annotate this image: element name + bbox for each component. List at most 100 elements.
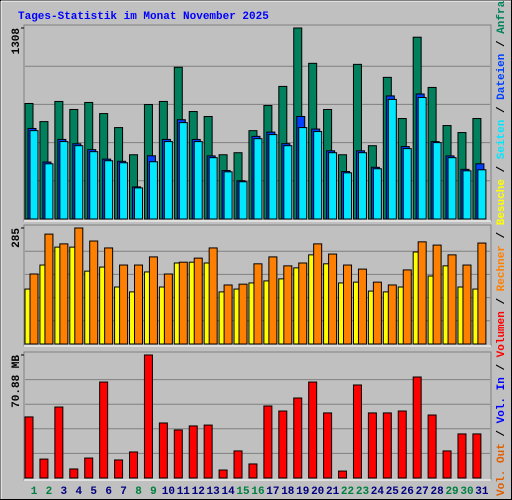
bar (29, 130, 39, 220)
bar (203, 424, 213, 479)
bar (233, 450, 243, 479)
bar (412, 376, 422, 479)
bar (402, 148, 412, 220)
x-tick-label: 28 (431, 486, 445, 498)
x-tick-label: 30 (460, 486, 473, 498)
x-tick-label: 17 (266, 486, 279, 498)
bar (119, 162, 129, 220)
bar (218, 469, 228, 479)
legend-entry: Seiten (496, 120, 508, 160)
bar (357, 152, 367, 220)
bar (427, 414, 437, 479)
bar (59, 141, 69, 220)
bar (462, 264, 472, 345)
x-tick-label: 6 (105, 486, 112, 498)
bar (382, 412, 392, 479)
x-tick-label: 1 (31, 486, 38, 498)
legend-separator: / (496, 357, 508, 377)
bar (338, 470, 348, 479)
bar (372, 168, 382, 220)
bar (298, 262, 308, 345)
bar (343, 264, 353, 345)
bar (208, 247, 218, 345)
x-tick-label: 25 (386, 486, 400, 498)
bar (208, 157, 218, 220)
bar (163, 141, 173, 220)
bar (104, 160, 114, 220)
bar (99, 381, 109, 479)
bar (89, 240, 99, 345)
x-tick-label: 18 (281, 486, 295, 498)
bar (432, 142, 442, 220)
bar (457, 433, 467, 479)
legend-entry: Volumen (496, 311, 508, 357)
x-tick-label: 13 (207, 486, 221, 498)
x-tick-label: 9 (150, 486, 157, 498)
bar (24, 416, 34, 479)
bar (74, 145, 84, 220)
bar (74, 227, 84, 345)
x-tick-label: 20 (311, 486, 324, 498)
bar (148, 161, 158, 220)
bar (59, 243, 69, 345)
legend-entry: Rechner (496, 245, 508, 291)
x-tick-label: 23 (356, 486, 370, 498)
bar (343, 172, 353, 220)
x-tick-label: 27 (416, 486, 429, 498)
bar (263, 405, 273, 479)
x-tick-label: 15 (236, 486, 250, 498)
x-tick-label: 7 (120, 486, 127, 498)
legend-entry: Vol. In (496, 377, 508, 423)
legend-entry: Vol. Out (496, 443, 508, 496)
x-tick-label: 16 (251, 486, 264, 498)
x-tick-label: 24 (371, 486, 385, 498)
bar (397, 410, 407, 479)
bar (39, 458, 49, 479)
bar (328, 253, 338, 345)
bar (298, 127, 308, 220)
legend-entry: Anfragen (496, 0, 508, 34)
bar (268, 256, 278, 345)
bar (84, 457, 94, 479)
bar (44, 163, 54, 220)
bar (143, 354, 153, 479)
x-tick-label: 29 (445, 486, 458, 498)
bar (283, 145, 293, 220)
bar (477, 242, 487, 345)
y-tick-label: 285 (11, 228, 23, 248)
bar (223, 284, 233, 345)
bar (193, 141, 203, 220)
legend-separator: / (496, 100, 508, 120)
bar (158, 422, 168, 479)
bar (268, 134, 278, 220)
bar (119, 264, 129, 345)
bar (367, 412, 377, 479)
bar (308, 381, 318, 479)
bar (417, 97, 427, 220)
x-tick-label: 12 (192, 486, 205, 498)
x-tick-label: 26 (401, 486, 414, 498)
x-tick-label: 11 (177, 486, 191, 498)
chart-title: Tages-Statistik im Monat November 2025 (18, 11, 269, 23)
x-tick-label: 8 (135, 486, 142, 498)
x-tick-label: 2 (46, 486, 53, 498)
legend: Vol. Out / Vol. In / Volumen / Rechner /… (496, 0, 508, 496)
x-tick-label: 22 (341, 486, 354, 498)
legend-separator: / (496, 159, 508, 179)
bar (462, 170, 472, 220)
bar (89, 151, 99, 220)
legend-entry: Besuche (496, 179, 508, 226)
bar (323, 412, 333, 479)
bar (54, 406, 64, 479)
bar (173, 429, 183, 479)
bar (134, 264, 144, 345)
bar (372, 281, 382, 345)
bar (447, 254, 457, 345)
bar (387, 98, 397, 220)
bar (114, 459, 124, 479)
x-tick-label: 31 (475, 486, 489, 498)
bar (442, 450, 452, 479)
bar (148, 256, 158, 345)
bar (352, 384, 362, 479)
